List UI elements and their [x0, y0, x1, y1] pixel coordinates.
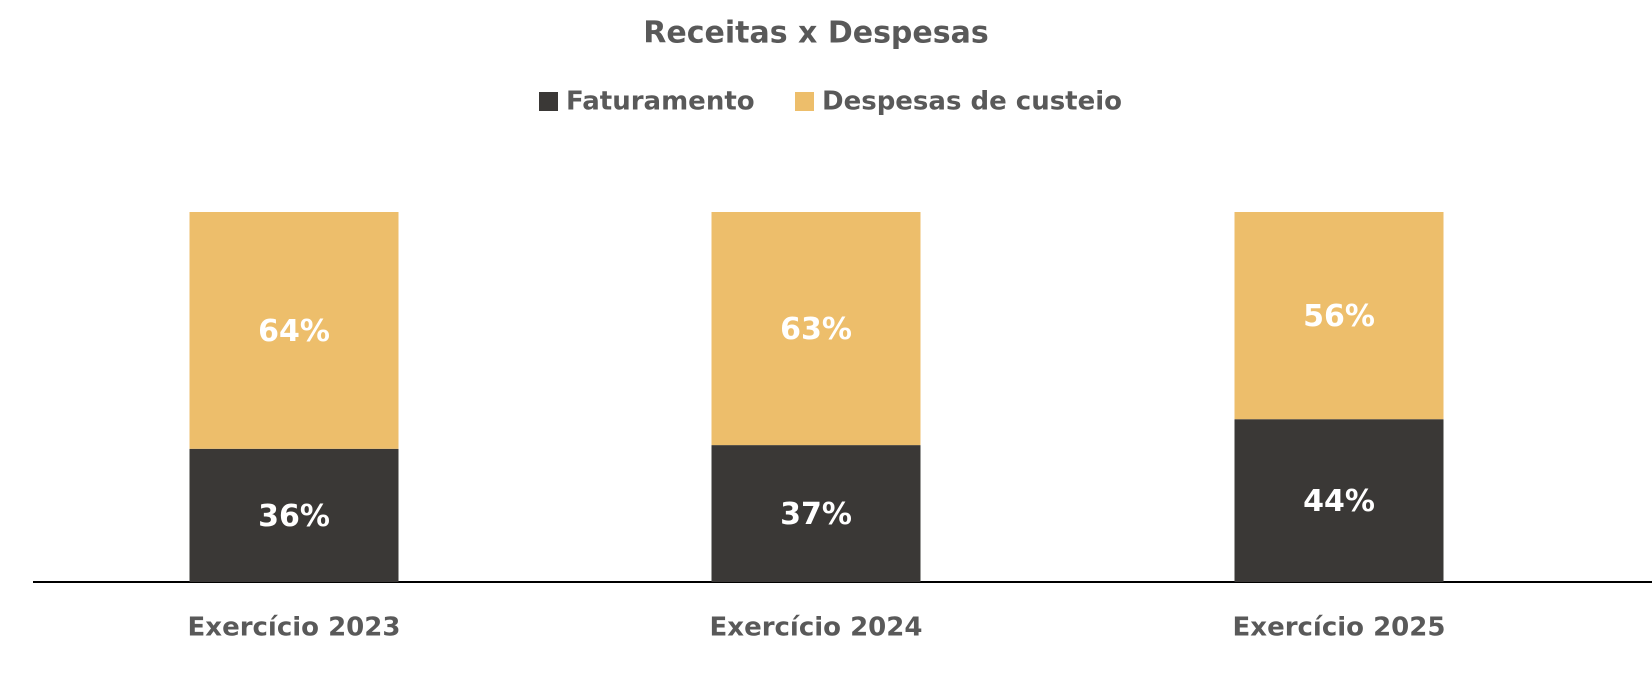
x-tick-label: Exercício 2024	[710, 613, 923, 643]
bar-segment	[711, 212, 921, 446]
legend-label: Faturamento	[566, 87, 755, 117]
x-tick-label: Exercício 2025	[1233, 613, 1446, 643]
chart-title: Receitas x Despesas	[643, 16, 988, 51]
data-label: 64%	[258, 314, 330, 349]
bar-segment	[711, 445, 921, 582]
data-label: 37%	[780, 497, 852, 532]
x-tick-label: Exercício 2023	[188, 613, 401, 643]
data-label: 44%	[1303, 484, 1375, 519]
bar-segment	[189, 212, 399, 449]
bar-segment	[1234, 212, 1444, 420]
legend-swatch	[795, 92, 814, 111]
bar-segment	[1234, 419, 1444, 582]
data-label: 36%	[258, 499, 330, 534]
data-label: 56%	[1303, 299, 1375, 334]
data-label: 63%	[780, 312, 852, 347]
legend-swatch	[539, 92, 558, 111]
bar-segment	[189, 448, 399, 582]
legend-label: Despesas de custeio	[822, 87, 1122, 117]
